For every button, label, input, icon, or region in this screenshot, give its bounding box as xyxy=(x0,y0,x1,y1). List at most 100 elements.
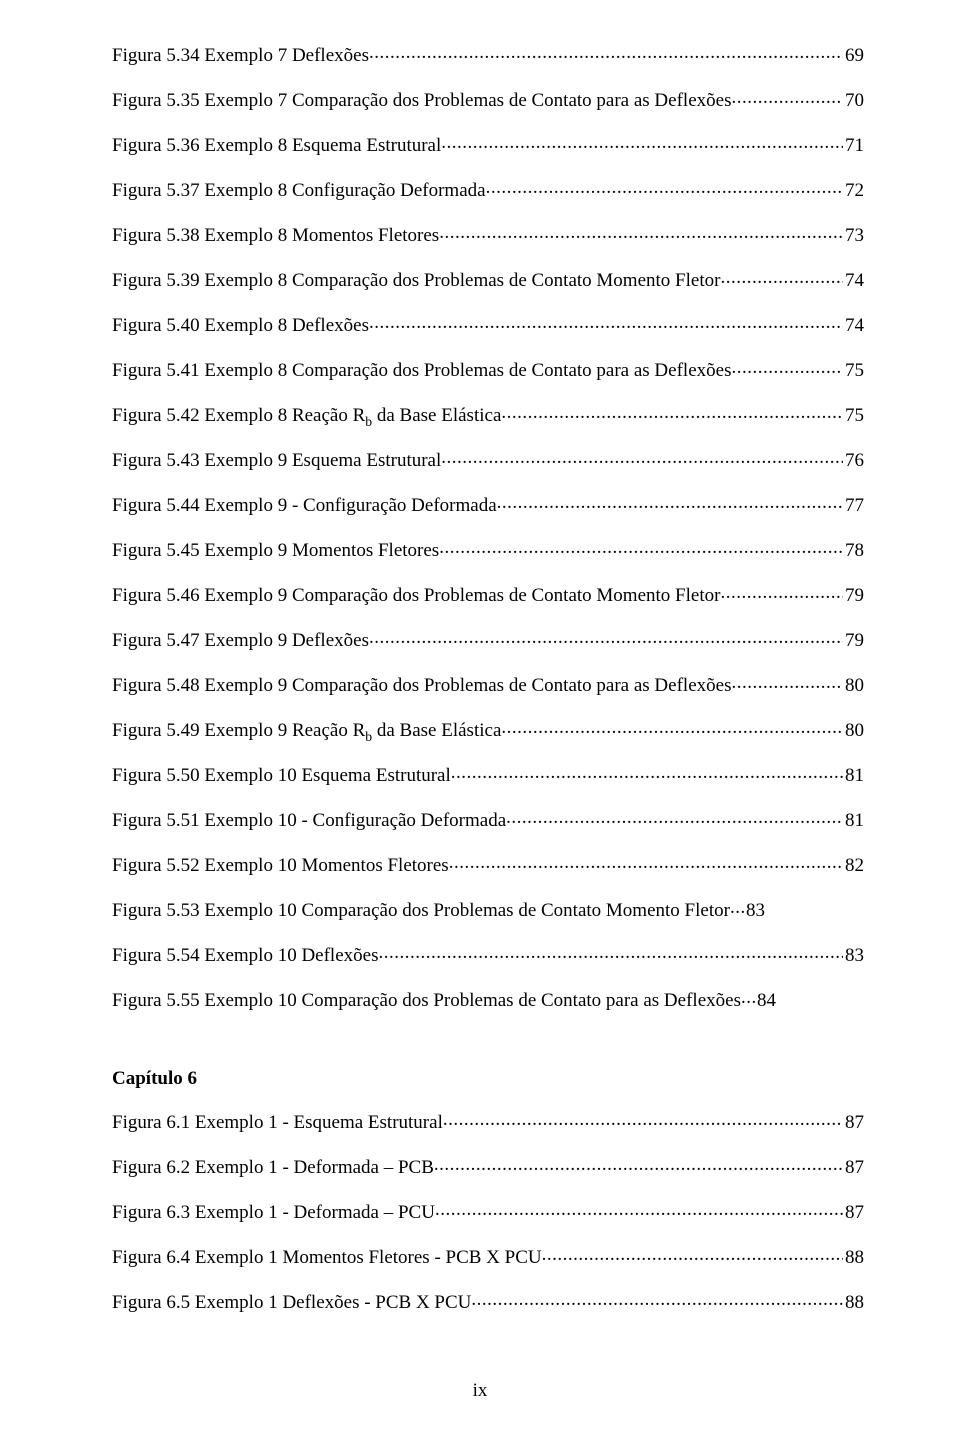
toc-leader-dots xyxy=(506,807,843,826)
toc-leader-dots xyxy=(542,1244,843,1263)
toc-leader-dots xyxy=(497,492,843,511)
toc-entry-page: 71 xyxy=(843,135,864,158)
toc-entry-page: 69 xyxy=(843,45,864,68)
toc-entry-label: Figura 5.34 Exemplo 7 Deflexões xyxy=(112,45,369,68)
toc-entry-page: 73 xyxy=(843,225,864,248)
toc-entry: Figura 6.1 Exemplo 1 - Esquema Estrutura… xyxy=(112,1109,864,1135)
toc-leader-dots xyxy=(730,897,744,916)
toc-entry: Figura 5.34 Exemplo 7 Deflexões 69 xyxy=(112,42,864,68)
toc-entry-label: Figura 5.39 Exemplo 8 Comparação dos Pro… xyxy=(112,270,720,293)
toc-entry-page: 83 xyxy=(744,900,765,923)
toc-leader-dots xyxy=(435,1199,843,1218)
toc-entry: Figura 5.35 Exemplo 7 Comparação dos Pro… xyxy=(112,87,864,113)
toc-entry-page: 75 xyxy=(843,405,864,428)
toc-entry-page: 77 xyxy=(843,495,864,518)
toc-entry-label: Figura 5.37 Exemplo 8 Configuração Defor… xyxy=(112,180,486,203)
toc-entry: Figura 6.3 Exemplo 1 - Deformada – PCU 8… xyxy=(112,1199,864,1225)
toc-leader-dots xyxy=(741,987,755,1006)
toc-entry-label: Figura 5.40 Exemplo 8 Deflexões xyxy=(112,315,369,338)
toc-entry-label: Figura 5.51 Exemplo 10 - Configuração De… xyxy=(112,810,506,833)
toc-entry-page: 82 xyxy=(843,855,864,878)
toc-entry: Figura 5.38 Exemplo 8 Momentos Fletores … xyxy=(112,222,864,248)
toc-leader-dots xyxy=(486,177,843,196)
toc-entry-label: Figura 5.49 Exemplo 9 Reação Rb da Base … xyxy=(112,720,501,743)
toc-entry-label: Figura 5.46 Exemplo 9 Comparação dos Pro… xyxy=(112,585,720,608)
toc-entry: Figura 5.43 Exemplo 9 Esquema Estrutural… xyxy=(112,447,864,473)
toc-entry: Figura 5.49 Exemplo 9 Reação Rb da Base … xyxy=(112,717,864,743)
toc-entry-label: Figura 6.1 Exemplo 1 - Esquema Estrutura… xyxy=(112,1112,443,1135)
toc-entry-label: Figura 5.53 Exemplo 10 Comparação dos Pr… xyxy=(112,900,730,923)
toc-leader-dots xyxy=(378,942,843,961)
toc-entry-label: Figura 5.50 Exemplo 10 Esquema Estrutura… xyxy=(112,765,451,788)
toc-entry: Figura 5.37 Exemplo 8 Configuração Defor… xyxy=(112,177,864,203)
toc-entry-page: 88 xyxy=(843,1247,864,1270)
toc-leader-dots xyxy=(451,762,843,781)
toc-entry-page: 79 xyxy=(843,630,864,653)
list-of-figures-chapter-5: Figura 5.34 Exemplo 7 Deflexões 69Figura… xyxy=(112,42,864,1012)
toc-entry: Figura 5.53 Exemplo 10 Comparação dos Pr… xyxy=(112,897,864,923)
toc-entry-label: Figura 5.45 Exemplo 9 Momentos Fletores xyxy=(112,540,439,563)
toc-entry-label: Figura 6.4 Exemplo 1 Momentos Fletores -… xyxy=(112,1247,542,1270)
toc-entry-label: Figura 5.48 Exemplo 9 Comparação dos Pro… xyxy=(112,675,731,698)
toc-entry-page: 87 xyxy=(843,1202,864,1225)
toc-entry-label: Figura 5.44 Exemplo 9 - Configuração Def… xyxy=(112,495,497,518)
toc-entry-page: 79 xyxy=(843,585,864,608)
toc-leader-dots xyxy=(731,87,843,106)
toc-entry-page: 74 xyxy=(843,315,864,338)
toc-entry-label: Figura 6.5 Exemplo 1 Deflexões - PCB X P… xyxy=(112,1292,471,1315)
toc-entry-page: 84 xyxy=(755,990,776,1013)
list-of-figures-chapter-6: Figura 6.1 Exemplo 1 - Esquema Estrutura… xyxy=(112,1109,864,1315)
toc-entry: Figura 6.2 Exemplo 1 - Deformada – PCB 8… xyxy=(112,1154,864,1180)
toc-entry-page: 76 xyxy=(843,450,864,473)
toc-entry: Figura 5.48 Exemplo 9 Comparação dos Pro… xyxy=(112,672,864,698)
toc-entry-page: 83 xyxy=(843,945,864,968)
toc-entry: Figura 5.41 Exemplo 8 Comparação dos Pro… xyxy=(112,357,864,383)
toc-entry-page: 78 xyxy=(843,540,864,563)
toc-entry-page: 72 xyxy=(843,180,864,203)
toc-entry-page: 80 xyxy=(843,675,864,698)
toc-entry: Figura 5.52 Exemplo 10 Momentos Fletores… xyxy=(112,852,864,878)
toc-entry-label: Figura 5.52 Exemplo 10 Momentos Fletores xyxy=(112,855,449,878)
toc-entry-page: 81 xyxy=(843,765,864,788)
toc-entry-label: Figura 5.47 Exemplo 9 Deflexões xyxy=(112,630,369,653)
toc-entry-page: 74 xyxy=(843,270,864,293)
toc-entry: Figura 5.55 Exemplo 10 Comparação dos Pr… xyxy=(112,987,864,1013)
toc-entry-label: Figura 5.38 Exemplo 8 Momentos Fletores xyxy=(112,225,439,248)
toc-entry: Figura 5.40 Exemplo 8 Deflexões 74 xyxy=(112,312,864,338)
toc-entry: Figura 5.44 Exemplo 9 - Configuração Def… xyxy=(112,492,864,518)
toc-entry-label: Figura 5.35 Exemplo 7 Comparação dos Pro… xyxy=(112,90,731,113)
toc-entry: Figura 6.4 Exemplo 1 Momentos Fletores -… xyxy=(112,1244,864,1270)
toc-leader-dots xyxy=(720,582,843,601)
toc-entry: Figura 5.36 Exemplo 8 Esquema Estrutural… xyxy=(112,132,864,158)
toc-entry-page: 80 xyxy=(843,720,864,743)
toc-leader-dots xyxy=(449,852,843,871)
toc-leader-dots xyxy=(441,447,843,466)
toc-entry-label: Figura 6.3 Exemplo 1 - Deformada – PCU xyxy=(112,1202,435,1225)
toc-leader-dots xyxy=(369,312,843,331)
toc-leader-dots xyxy=(443,1109,843,1128)
toc-leader-dots xyxy=(731,672,843,691)
toc-leader-dots xyxy=(439,222,843,241)
toc-entry-label: Figura 5.55 Exemplo 10 Comparação dos Pr… xyxy=(112,990,741,1013)
toc-entry: Figura 5.54 Exemplo 10 Deflexões 83 xyxy=(112,942,864,968)
toc-entry: Figura 5.46 Exemplo 9 Comparação dos Pro… xyxy=(112,582,864,608)
chapter-6-heading: Capítulo 6 xyxy=(112,1068,864,1090)
toc-entry-label: Figura 5.36 Exemplo 8 Esquema Estrutural xyxy=(112,135,441,158)
toc-leader-dots xyxy=(501,402,843,421)
toc-entry: Figura 5.47 Exemplo 9 Deflexões 79 xyxy=(112,627,864,653)
toc-entry: Figura 5.50 Exemplo 10 Esquema Estrutura… xyxy=(112,762,864,788)
toc-entry: Figura 5.45 Exemplo 9 Momentos Fletores … xyxy=(112,537,864,563)
toc-entry: Figura 6.5 Exemplo 1 Deflexões - PCB X P… xyxy=(112,1289,864,1315)
toc-leader-dots xyxy=(501,717,843,736)
toc-leader-dots xyxy=(439,537,843,556)
toc-leader-dots xyxy=(434,1154,843,1173)
toc-entry-page: 81 xyxy=(843,810,864,833)
toc-leader-dots xyxy=(731,357,843,376)
toc-entry-label: Figura 5.43 Exemplo 9 Esquema Estrutural xyxy=(112,450,441,473)
toc-entry-page: 87 xyxy=(843,1112,864,1135)
toc-entry-page: 75 xyxy=(843,360,864,383)
toc-entry: Figura 5.51 Exemplo 10 - Configuração De… xyxy=(112,807,864,833)
toc-entry-label: Figura 5.42 Exemplo 8 Reação Rb da Base … xyxy=(112,405,501,428)
toc-leader-dots xyxy=(720,267,843,286)
toc-leader-dots xyxy=(369,627,843,646)
